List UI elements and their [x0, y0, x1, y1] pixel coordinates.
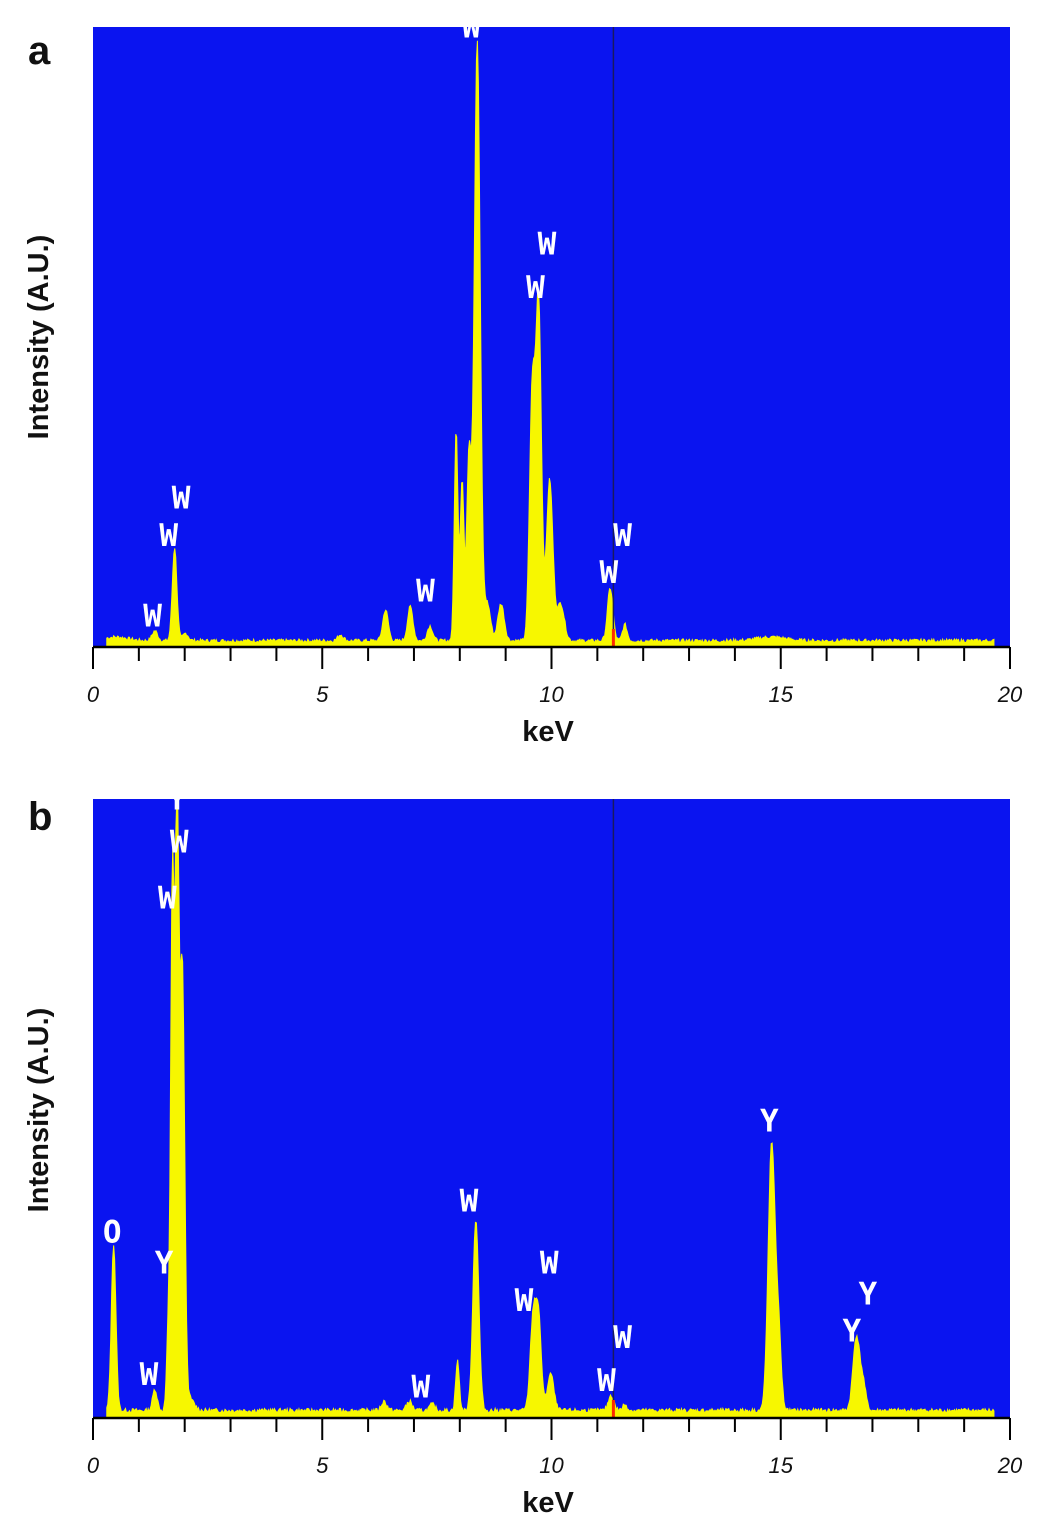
panel-a-x-tick-labels: 0 5 10 15 20 [87, 682, 1023, 707]
panel-b-spectrum [106, 798, 995, 1419]
panel-a-x-tick-label: 15 [769, 682, 794, 707]
panel-b-peak-label: Y [842, 1314, 861, 1350]
panel-a-x-axis-label: keV [522, 716, 574, 748]
panel-b-peak-label: O [103, 1215, 122, 1251]
panel-b-x-tick-label: 20 [997, 1453, 1023, 1478]
panel-a-peak-label: W [416, 574, 435, 610]
panel-a-spectrum [106, 40, 995, 648]
panel-a-peak-label: W [143, 598, 162, 634]
panel-b-peak-label: W [411, 1369, 430, 1405]
panel-b-x-axis-label: keV [522, 1487, 574, 1519]
panel-b-peak-label: W [597, 1363, 616, 1399]
panel-b-peak-label: Y [155, 1246, 174, 1282]
panel-b-peak-label: W [460, 1184, 479, 1220]
panel-a-peak-label: W [462, 9, 481, 45]
panel-a-peak-label: W [613, 518, 632, 554]
panel-b-peak-label: W [515, 1283, 534, 1319]
panel-b-x-ticks [92, 1418, 1011, 1440]
panel-b-peak-label: Y [859, 1277, 878, 1313]
panel-a-x-tick-label: 20 [997, 682, 1023, 707]
panel-a-peak-label: W [159, 518, 178, 554]
panel-a-x-tick-label: 5 [316, 682, 329, 707]
panel-b-peak-label: W [158, 880, 177, 916]
panel-a-x-tick-label: 0 [87, 682, 100, 707]
panel-b-peak-label: W [140, 1357, 159, 1393]
panel-b-peak-label: W [613, 1320, 632, 1356]
panel-a-y-axis-label: Intensity (A.U.) [23, 235, 55, 440]
panel-a-x-tick-label: 10 [539, 682, 564, 707]
panel-b-x-tick-label: 15 [769, 1453, 794, 1478]
panel-b-y-axis-label: Intensity (A.U.) [23, 1008, 55, 1213]
panel-b-x-tick-labels: 0 5 10 15 20 [87, 1453, 1023, 1478]
panel-a-peak-label: W [538, 226, 557, 262]
panel-b-x-tick-label: 0 [87, 1453, 100, 1478]
panel-b-plot-area [93, 799, 1010, 1418]
panel-b-x-tick-label: 5 [316, 1453, 329, 1478]
panel-b-x-tick-label: 10 [539, 1453, 564, 1478]
panel-a-x-ticks [92, 647, 1011, 669]
panel-a-letter: a [28, 29, 51, 73]
panel-b-peak-label: Y [760, 1103, 779, 1139]
panel-a-peak-label: W [526, 270, 545, 306]
panel-a-peak-label: W [599, 555, 618, 591]
panel-b-letter: b [28, 795, 52, 839]
panel-a-peak-label: W [172, 481, 191, 517]
panel-b-peak-label: Y [168, 781, 187, 817]
panel-b-peak-label: W [540, 1246, 559, 1282]
panel-b-peak-label: W [170, 825, 189, 861]
